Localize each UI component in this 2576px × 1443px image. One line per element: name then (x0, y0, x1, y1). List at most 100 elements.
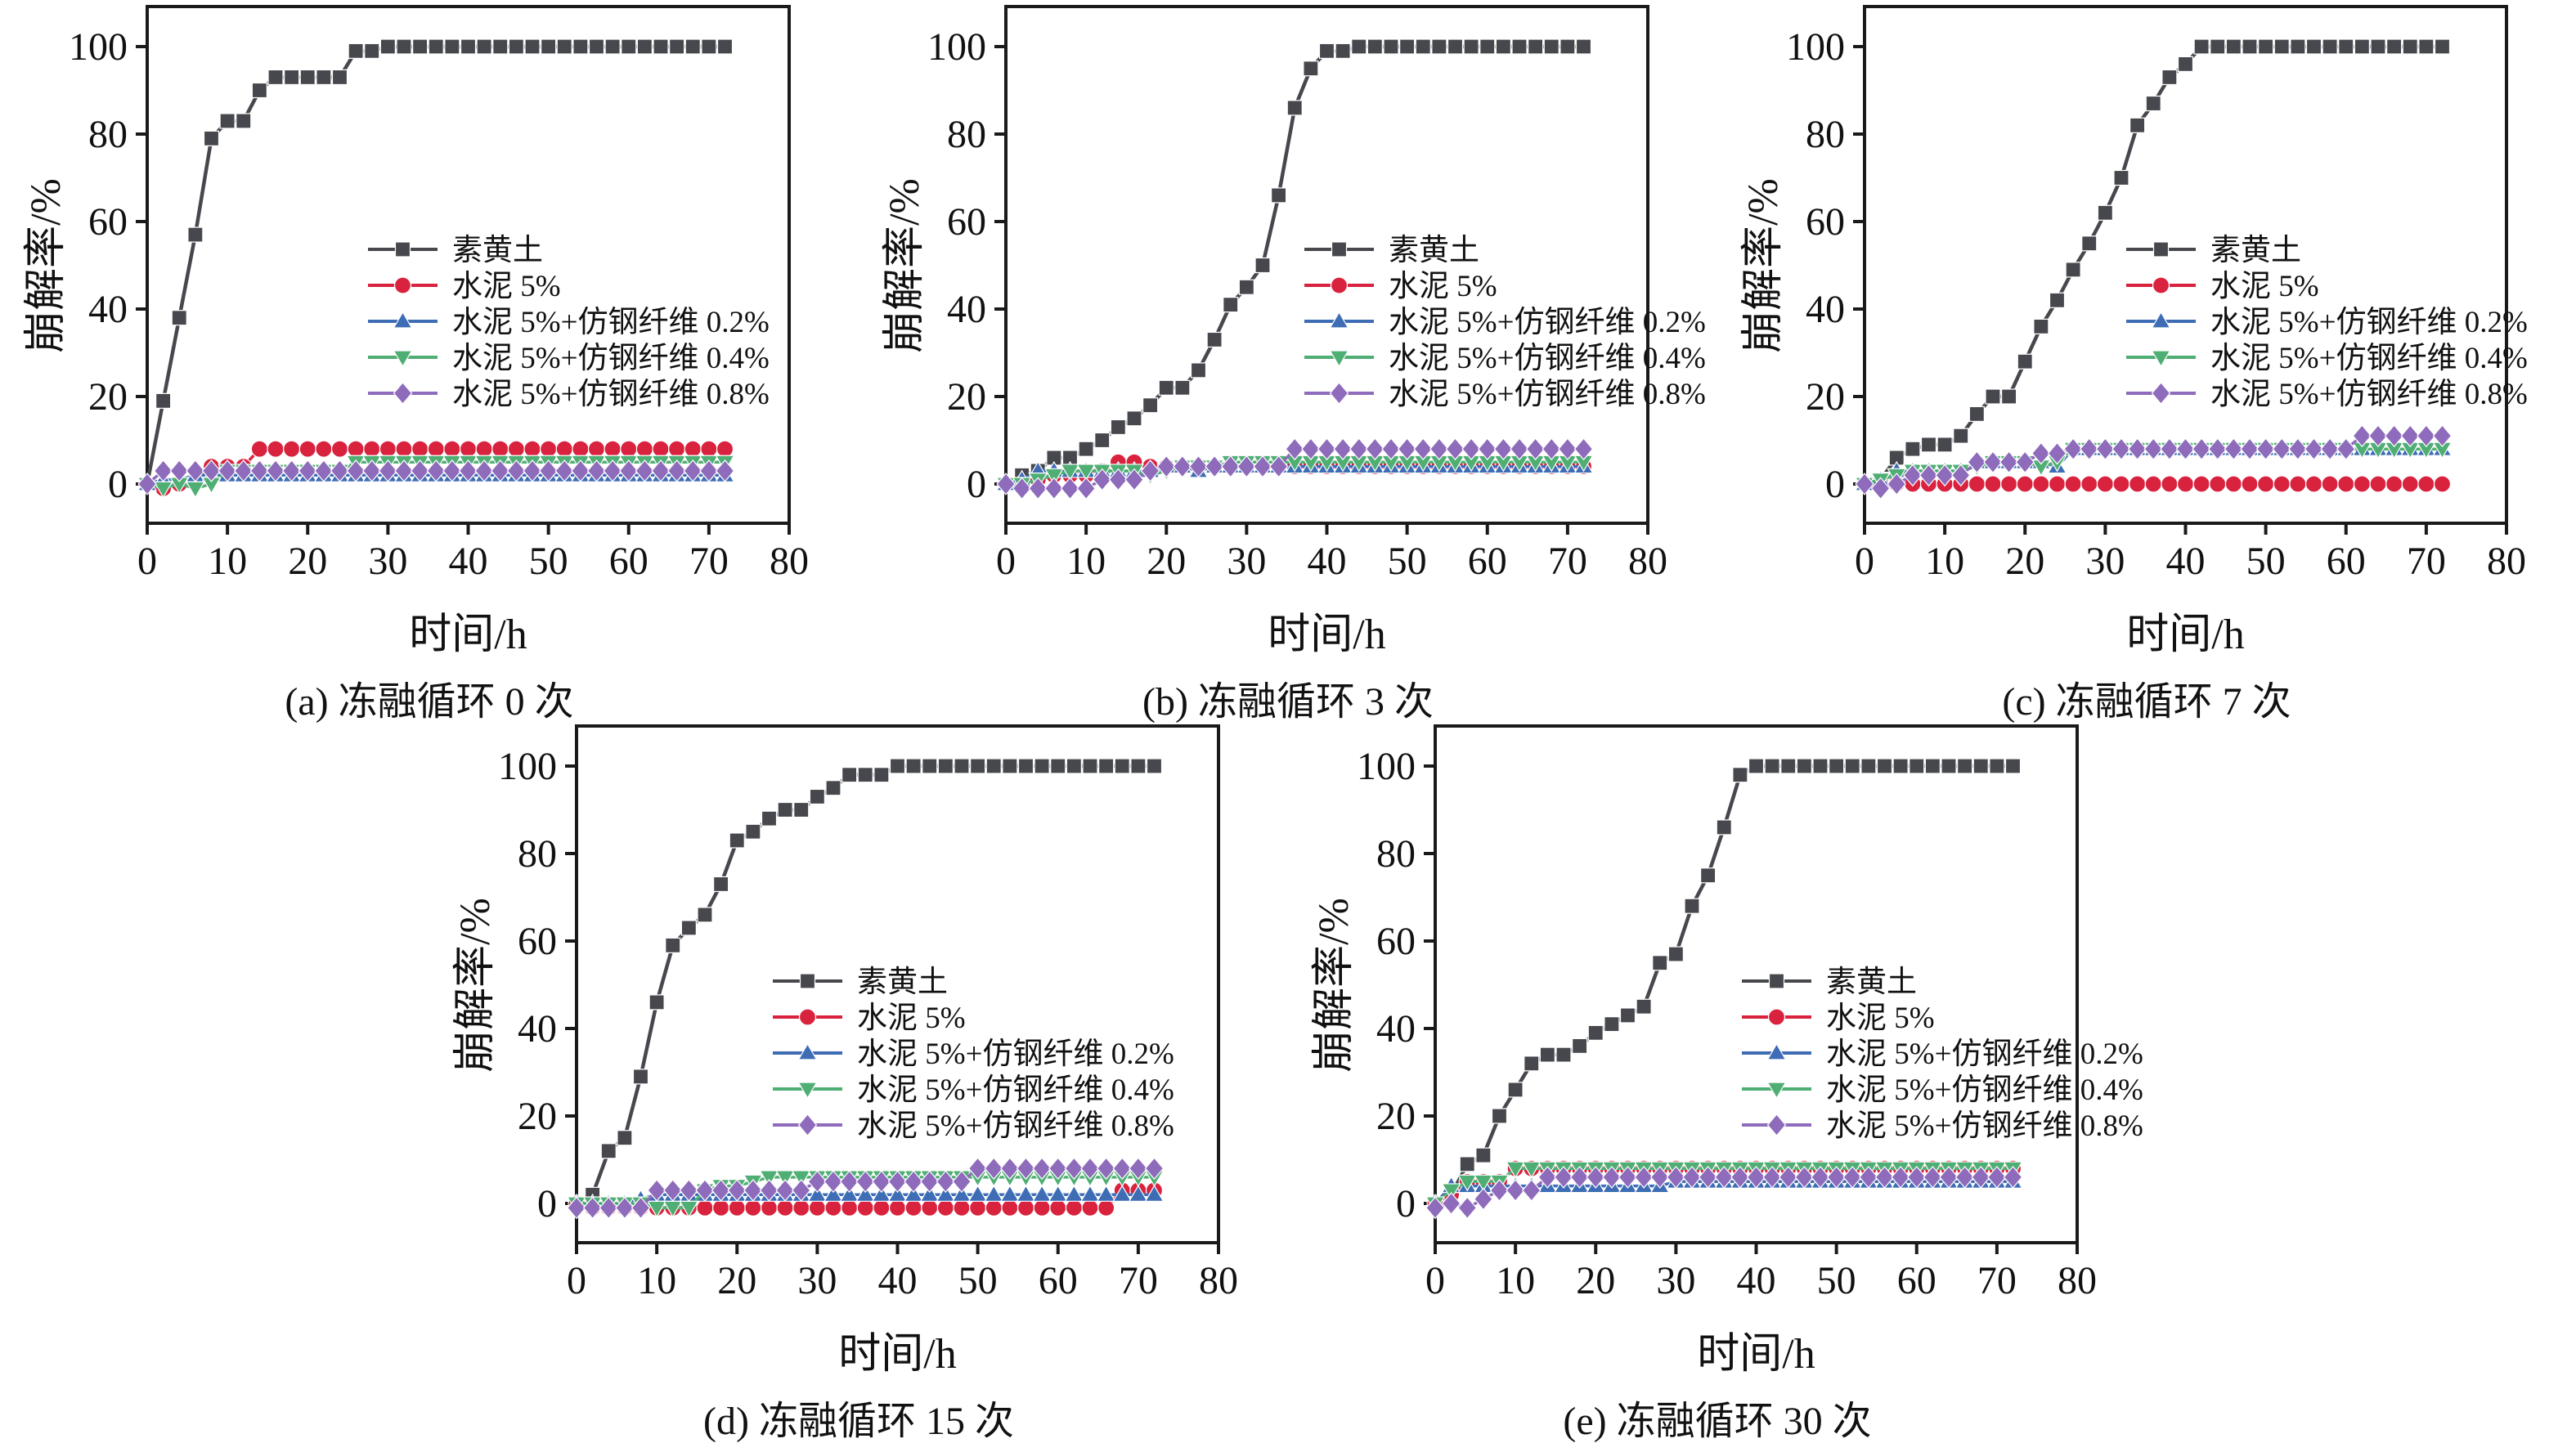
svg-text:10: 10 (1066, 540, 1106, 583)
svg-text:60: 60 (1376, 920, 1416, 963)
svg-text:40: 40 (88, 288, 128, 331)
svg-text:20: 20 (1147, 540, 1186, 583)
legend-item-f02: 水泥 5%+仿钢纤维 0.2% (2126, 306, 2528, 339)
svg-text:40: 40 (2166, 540, 2206, 583)
svg-text:10: 10 (208, 540, 247, 583)
legend-label: 水泥 5% (1826, 1002, 1935, 1035)
svg-text:40: 40 (947, 288, 986, 331)
svg-text:20: 20 (1576, 1259, 1615, 1302)
svg-text:20: 20 (1806, 375, 1845, 419)
x-axis-title: 时间/h (2126, 612, 2245, 658)
svg-text:40: 40 (1806, 288, 1845, 331)
legend-item-f08: 水泥 5%+仿钢纤维 0.8% (773, 1109, 1174, 1143)
svg-text:0: 0 (967, 463, 986, 506)
tick-labels: 0 10 20 30 40 50 60 70 80 0 20 40 60 80 100 (69, 25, 809, 583)
tick-labels: 0 10 20 30 40 50 60 70 80 0 20 40 60 80 100 (1357, 745, 2097, 1302)
legend-label: 水泥 5%+仿钢纤维 0.8% (857, 1109, 1174, 1143)
svg-text:30: 30 (797, 1259, 837, 1302)
tick-labels: 0 10 20 30 40 50 60 70 80 0 20 40 60 80 100 (927, 25, 1667, 583)
legend-label: 素黄土 (1389, 234, 1479, 267)
legend-item-f02: 水泥 5%+仿钢纤维 0.2% (1742, 1037, 2143, 1071)
series-f08 (1855, 424, 2453, 500)
legend-label: 水泥 5%+仿钢纤维 0.4% (1389, 342, 1706, 375)
legend-label: 素黄土 (857, 966, 948, 999)
legend-label: 水泥 5%+仿钢纤维 0.2% (1389, 306, 1706, 339)
legend-label: 水泥 5%+仿钢纤维 0.8% (1826, 1109, 2143, 1143)
legend-label: 水泥 5% (2210, 270, 2319, 303)
svg-text:70: 70 (1119, 1259, 1158, 1302)
series-loess (1427, 758, 2022, 1212)
series-loess (998, 38, 1592, 492)
legend-label: 水泥 5% (452, 270, 561, 303)
svg-text:40: 40 (1376, 1007, 1416, 1051)
svg-text:0: 0 (1855, 540, 1874, 583)
tick-labels: 0 10 20 30 40 50 60 70 80 0 20 40 60 80 100 (498, 745, 1238, 1302)
legend-label: 水泥 5%+仿钢纤维 0.8% (1389, 378, 1706, 411)
legend-label: 水泥 5%+仿钢纤维 0.2% (2210, 306, 2528, 339)
legend-label: 水泥 5%+仿钢纤维 0.2% (1826, 1037, 2143, 1071)
svg-text:10: 10 (1496, 1259, 1535, 1302)
chart-caption: (d) 冻融循环 15 次 (703, 1400, 1014, 1443)
svg-text:80: 80 (1806, 113, 1845, 156)
svg-text:0: 0 (1396, 1182, 1416, 1226)
svg-text:40: 40 (878, 1259, 918, 1302)
svg-text:0: 0 (108, 463, 128, 506)
svg-text:80: 80 (1376, 832, 1416, 876)
svg-text:60: 60 (1897, 1259, 1936, 1302)
svg-text:60: 60 (1806, 200, 1845, 244)
legend-item-f04: 水泥 5%+仿钢纤维 0.4% (773, 1073, 1174, 1107)
series-f08 (996, 437, 1594, 500)
svg-text:30: 30 (368, 540, 407, 583)
legend-label: 水泥 5%+仿钢纤维 0.4% (2210, 342, 2528, 375)
legend-item-f04: 水泥 5%+仿钢纤维 0.4% (368, 342, 770, 375)
svg-text:50: 50 (958, 1259, 998, 1302)
legend-item-cement: 水泥 5% (368, 270, 561, 303)
svg-text:80: 80 (2058, 1259, 2097, 1302)
legend-item-f08: 水泥 5%+仿钢纤维 0.8% (368, 378, 770, 411)
svg-text:20: 20 (717, 1259, 756, 1302)
legend-label: 水泥 5%+仿钢纤维 0.2% (857, 1037, 1174, 1071)
legend-label: 水泥 5%+仿钢纤维 0.4% (857, 1073, 1174, 1107)
svg-text:20: 20 (947, 375, 986, 419)
chart-panel-b: 0 10 20 30 40 50 60 70 80 0 20 40 60 80 100 素黄土 水泥 5% 水泥 … (859, 0, 1717, 724)
axis-ticks (994, 45, 1649, 535)
legend-label: 水泥 5%+仿钢纤维 0.4% (452, 342, 770, 375)
legend-item-loess: 素黄土 (1742, 966, 1917, 999)
svg-text:50: 50 (1388, 540, 1427, 583)
legend-item-f08: 水泥 5%+仿钢纤维 0.8% (2126, 378, 2528, 411)
svg-text:30: 30 (1656, 1259, 1695, 1302)
svg-text:0: 0 (1825, 463, 1845, 506)
svg-text:10: 10 (637, 1259, 676, 1302)
y-axis-title: 崩解率/% (452, 898, 499, 1073)
y-axis-title: 崩解率/% (1311, 898, 1358, 1073)
legend-item-f08: 水泥 5%+仿钢纤维 0.8% (1742, 1109, 2143, 1143)
svg-text:50: 50 (529, 540, 568, 583)
svg-text:80: 80 (88, 113, 128, 156)
legend-item-cement: 水泥 5% (773, 1002, 966, 1035)
series-f08 (567, 1157, 1165, 1220)
svg-text:0: 0 (567, 1259, 586, 1302)
legend-label: 水泥 5%+仿钢纤维 0.8% (2210, 378, 2528, 411)
svg-text:80: 80 (1199, 1259, 1238, 1302)
svg-text:100: 100 (69, 25, 128, 69)
svg-text:100: 100 (1786, 25, 1845, 69)
svg-text:100: 100 (498, 745, 557, 788)
svg-text:50: 50 (1817, 1259, 1856, 1302)
series-loess (568, 758, 1163, 1212)
tick-labels: 0 10 20 30 40 50 60 70 80 0 20 40 60 80 100 (1786, 25, 2526, 583)
legend-item-f02: 水泥 5%+仿钢纤维 0.2% (368, 306, 770, 339)
y-axis-title: 崩解率/% (23, 178, 70, 353)
chart-caption: (c) 冻融循环 7 次 (2002, 680, 2291, 724)
legend-item-loess: 素黄土 (773, 966, 948, 999)
legend-item-loess: 素黄土 (1304, 234, 1479, 267)
legend-label: 水泥 5% (1389, 270, 1497, 303)
legend-item-loess: 素黄土 (2126, 234, 2301, 267)
legend-item-f04: 水泥 5%+仿钢纤维 0.4% (1742, 1073, 2143, 1107)
chart-panel-e: 0 10 20 30 40 50 60 70 80 0 20 40 60 80 100 素黄土 水泥 5% 水泥 … (1288, 719, 2147, 1443)
